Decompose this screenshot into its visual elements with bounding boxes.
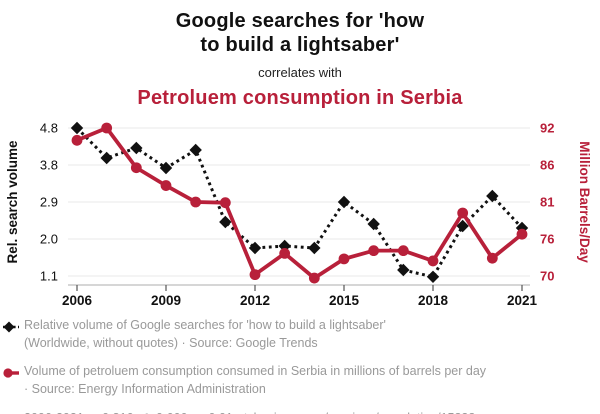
right-axis-tick-label: 81 (540, 194, 554, 209)
x-axis-tick-label: 2012 (240, 293, 270, 308)
figure-header: Google searches for 'how to build a ligh… (0, 0, 600, 110)
circle-marker (397, 245, 409, 256)
left-axis-tick-label: 3.8 (40, 157, 58, 172)
title-line-2: to build a lightsaber' (200, 34, 400, 57)
circle-marker (427, 255, 439, 267)
x-axis-tick-label: 2006 (62, 293, 93, 308)
legend-text-google: Relative volume of Google searches for '… (24, 317, 386, 353)
right-axis-title: Million Barrels/Day (577, 141, 592, 263)
series-line-petroleum (76, 125, 524, 281)
figure-subtitle: Petroluem consumption in Serbia (137, 86, 463, 109)
legend-google-line-1: Relative volume of Google searches for '… (24, 317, 386, 332)
diamond-marker (337, 195, 351, 208)
legend-petroleum-line-2: · Source: Energy Information Administrat… (24, 382, 266, 397)
left-axis-tick-label: 1.1 (40, 268, 58, 283)
left-axis-tick-label: 2.9 (40, 194, 58, 209)
diamond-marker (189, 143, 202, 156)
diamond-marker (486, 189, 499, 202)
diamond-marker (70, 121, 84, 134)
diamond-marker (397, 263, 410, 276)
correlation-chart: 4.8 92 3.8 86 2.9 81 2.0 76 1.1 70 2006 2009 2012 201… (5, 120, 592, 308)
series-line-google (75, 126, 524, 279)
circle-marker (338, 253, 350, 265)
x-axis-tick-label: 2018 (418, 293, 449, 308)
diamond-marker (159, 161, 173, 174)
left-axis-title: Rel. search volume (5, 140, 20, 264)
diamond-marker (248, 241, 262, 254)
x-axis-tick-label: 2021 (507, 293, 538, 308)
circle-marker (71, 134, 83, 146)
legend-petroleum-line-1: Volume of petroluem consumption consumed… (24, 364, 487, 379)
figure-title: Google searches for 'how to build a ligh… (0, 9, 600, 58)
left-axis-tick-label: 4.8 (40, 120, 58, 135)
diamond-marker (308, 241, 321, 254)
circle-marker (457, 207, 469, 219)
stats-footer: 2006-2021, r=0.816, r²=0.666, p<0.01 · t… (24, 410, 600, 414)
right-axis-tick-label: 70 (540, 268, 554, 283)
black-dashed-diamond-icon (3, 321, 19, 333)
red-circle-line-icon (3, 368, 19, 378)
diamond-marker (100, 151, 113, 164)
diamond-marker (426, 270, 440, 283)
x-axis-tick-label: 2015 (329, 293, 360, 308)
circle-marker (279, 247, 291, 259)
circle-marker (308, 272, 320, 284)
legend-item-google-searches: Relative volume of Google searches for '… (3, 317, 600, 353)
legend-item-petroleum: Volume of petroluem consumption consumed… (3, 363, 600, 399)
legend-google-line-2: (Worldwide, without quotes) · Source: Go… (24, 335, 318, 350)
circle-marker (486, 252, 498, 264)
legend-text-petroleum: Volume of petroluem consumption consumed… (24, 363, 486, 399)
circle-marker (190, 196, 202, 208)
right-axis-tick-label: 76 (540, 231, 554, 246)
circle-marker (516, 228, 528, 240)
chart-legend: Relative volume of Google searches for '… (3, 317, 600, 399)
title-line-1: Google searches for 'how (175, 10, 425, 32)
right-axis-tick-label: 92 (540, 120, 554, 135)
x-axis-tick-label: 2009 (151, 293, 181, 308)
circle-marker (130, 162, 142, 173)
chart-area: 4.8 92 3.8 86 2.9 81 2.0 76 1.1 70 2006 2009 2012 201… (0, 112, 600, 315)
left-axis-tick-label: 2.0 (40, 231, 58, 246)
right-axis-tick-label: 86 (540, 157, 554, 172)
circle-marker (249, 269, 261, 280)
circle-marker (160, 179, 172, 191)
circle-marker (368, 245, 380, 256)
circle-marker (101, 122, 113, 134)
correlates-with-text: correlates with (258, 64, 342, 80)
circle-marker (219, 197, 231, 208)
